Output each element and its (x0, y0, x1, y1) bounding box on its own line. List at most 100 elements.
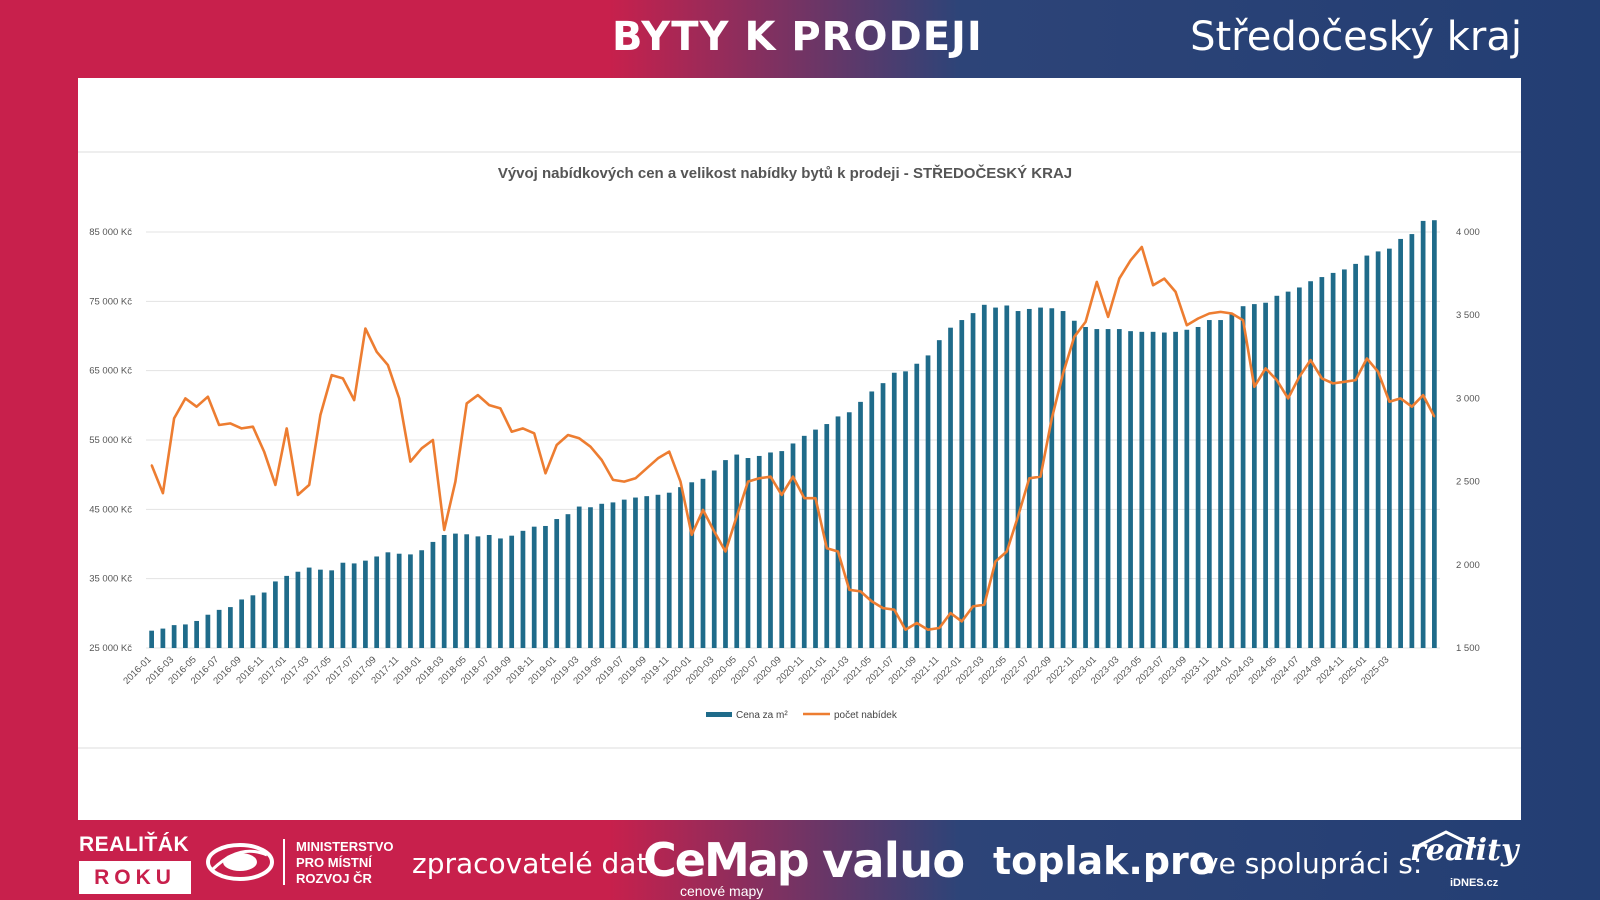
point-offer-count (1174, 291, 1177, 293)
bar-price (1240, 306, 1246, 648)
bar-price (183, 624, 188, 648)
point-offer-count (1039, 475, 1042, 478)
point-offer-count (567, 434, 569, 436)
point-offer-count (488, 404, 490, 406)
bar-price (1432, 220, 1437, 649)
point-offer-count (1242, 319, 1244, 321)
bar-price (1308, 281, 1313, 648)
point-offer-count (1141, 246, 1143, 248)
point-offer-count (150, 464, 153, 466)
bar-price (1251, 304, 1257, 648)
point-offer-count (229, 422, 232, 425)
point-offer-count (1062, 372, 1064, 375)
bar-price (914, 363, 920, 648)
bar-price (588, 507, 593, 648)
bar-price (621, 499, 627, 648)
bar-price (1195, 326, 1201, 648)
point-offer-count (724, 550, 727, 553)
point-offer-count (600, 459, 603, 461)
point-offer-count (1343, 380, 1346, 383)
point-offer-count (1118, 277, 1121, 280)
bar-price (520, 530, 526, 648)
point-offer-count (645, 467, 648, 470)
bar-price (835, 416, 841, 648)
point-offer-count (432, 439, 434, 441)
point-offer-count (522, 427, 524, 430)
point-offer-count (252, 425, 254, 428)
point-offer-count (1084, 321, 1087, 323)
bar-price (543, 525, 548, 648)
point-offer-count (747, 480, 749, 483)
point-offer-count (589, 445, 592, 448)
bar-price (756, 455, 762, 648)
bar-price (1060, 311, 1066, 648)
point-offer-count (927, 628, 929, 631)
point-offer-count (578, 437, 581, 440)
bar-price (1218, 320, 1223, 648)
point-offer-count (1422, 394, 1424, 396)
legend-swatch-price (706, 712, 732, 717)
bar-price (610, 502, 616, 648)
bar-price (486, 534, 492, 648)
bar-price (846, 412, 852, 648)
bar-price (633, 497, 638, 648)
bar-price (1116, 329, 1122, 648)
footer: REALIŤÁK ROKU MINISTERSTVO PRO MÍSTNÍ RO… (0, 825, 1600, 900)
bar-price (981, 304, 987, 648)
bar-price (993, 307, 998, 648)
point-offer-count (949, 612, 952, 614)
point-offer-count (1332, 382, 1334, 385)
point-offer-count (1411, 405, 1413, 408)
point-offer-count (690, 534, 693, 536)
point-offer-count (1366, 357, 1368, 360)
bar-price (194, 620, 199, 648)
bar-price (970, 313, 976, 648)
bar-price (1409, 234, 1415, 648)
bar-price (745, 458, 751, 648)
chart-panel: Vývoj nabídkových cen a velikost nabídky… (78, 78, 1521, 820)
point-offer-count (915, 622, 918, 624)
bar-price (700, 478, 706, 648)
y-left-tick-label: 45 000 Kč (89, 504, 132, 515)
header-region: Středočeský kraj (1190, 14, 1522, 60)
point-offer-count (994, 560, 997, 563)
bar-price (531, 526, 537, 648)
point-offer-count (1298, 375, 1301, 378)
valuo-logo: valuo (822, 833, 965, 889)
bar-price (419, 550, 425, 648)
point-offer-count (544, 472, 547, 475)
point-offer-count (803, 497, 806, 500)
bar-price (565, 514, 571, 648)
bar-price (768, 452, 773, 648)
point-offer-count (769, 475, 772, 478)
point-offer-count (330, 374, 333, 376)
point-offer-count (263, 450, 265, 453)
bar-price (936, 340, 942, 648)
ministry-logo-icon (206, 843, 274, 881)
point-offer-count (893, 608, 896, 611)
bar-price (824, 424, 830, 648)
bar-price (678, 487, 683, 648)
point-offer-count (420, 447, 423, 450)
point-offer-count (274, 484, 277, 486)
point-offer-count (1152, 284, 1154, 287)
point-offer-count (1354, 379, 1357, 381)
bar-price (801, 435, 807, 648)
point-offer-count (319, 414, 322, 416)
bar-price (374, 556, 380, 648)
bar-price (1375, 251, 1381, 648)
point-offer-count (848, 588, 851, 591)
bar-price (1184, 329, 1190, 648)
bar-price (430, 541, 436, 648)
point-offer-count (387, 364, 389, 366)
bar-price (1263, 302, 1268, 648)
point-offer-count (1163, 277, 1166, 280)
bar-price (329, 570, 335, 648)
bar-price (261, 592, 267, 648)
y-left-tick-label: 75 000 Kč (89, 296, 132, 307)
bar-price (295, 571, 301, 648)
bar-price (1398, 238, 1403, 648)
point-offer-count (1433, 415, 1436, 418)
bar-price (351, 563, 357, 648)
bar-price (689, 482, 695, 648)
